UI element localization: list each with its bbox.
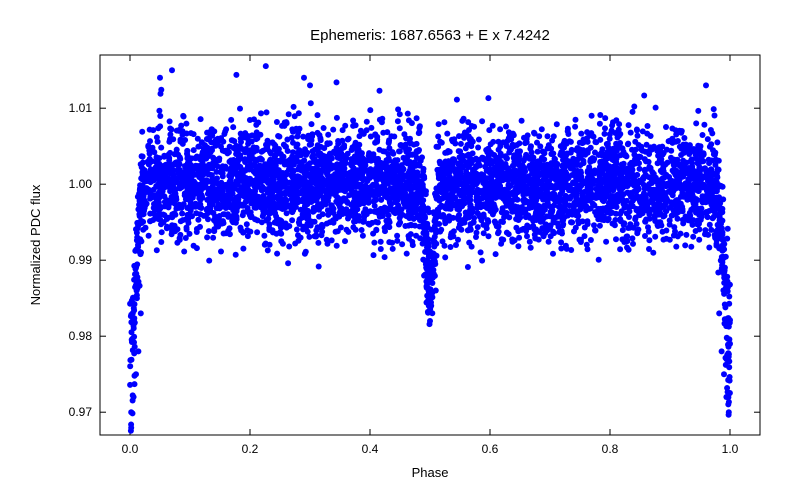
x-tick-label: 0.0 <box>122 442 139 456</box>
y-tick-label: 0.97 <box>69 405 93 419</box>
y-tick-label: 1.01 <box>69 101 93 115</box>
x-tick-label: 1.0 <box>722 442 739 456</box>
x-axis-label: Phase <box>412 465 449 480</box>
chart-container: 0.00.20.40.60.81.0 0.970.980.991.001.01 … <box>0 0 800 500</box>
y-tick-label: 1.00 <box>69 177 93 191</box>
x-tick-label: 0.4 <box>362 442 379 456</box>
x-tick-label: 0.6 <box>482 442 499 456</box>
x-tick-label: 0.8 <box>602 442 619 456</box>
y-tick-label: 0.99 <box>69 253 93 267</box>
y-axis-label: Normalized PDC flux <box>28 184 43 305</box>
x-tick-label: 0.2 <box>242 442 259 456</box>
scatter-chart: 0.00.20.40.60.81.0 0.970.980.991.001.01 … <box>0 0 800 500</box>
chart-title: Ephemeris: 1687.6563 + E x 7.4242 <box>310 27 550 44</box>
y-tick-label: 0.98 <box>69 329 93 343</box>
scatter-points <box>127 63 733 434</box>
